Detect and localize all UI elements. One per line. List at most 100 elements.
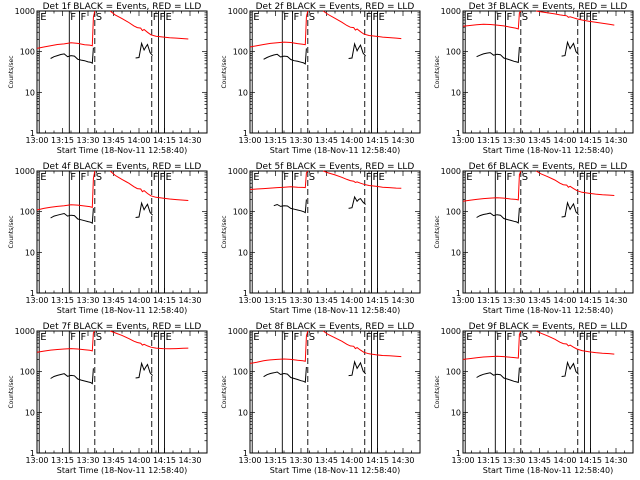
lld-series-line bbox=[322, 170, 402, 189]
lld-series-line bbox=[535, 330, 615, 355]
x-tick-label: 14:00 bbox=[553, 296, 576, 305]
y-tick-label: 100 bbox=[20, 208, 35, 217]
marker-label: F bbox=[160, 332, 166, 343]
x-tick-label: 14:15 bbox=[153, 296, 176, 305]
marker-label: S bbox=[96, 12, 102, 23]
marker-label: E bbox=[466, 12, 472, 23]
marker-label: F bbox=[70, 332, 76, 343]
marker-label: S bbox=[96, 332, 102, 343]
marker-label: F bbox=[373, 332, 379, 343]
marker-label: F bbox=[153, 172, 159, 183]
x-tick-label: 13:30 bbox=[502, 296, 525, 305]
x-tick-label: 13:45 bbox=[102, 296, 125, 305]
y-tick-label: 1000 bbox=[441, 7, 461, 16]
marker-label: F bbox=[81, 12, 87, 23]
y-tick-label: 1 bbox=[456, 129, 461, 138]
marker-label: F bbox=[507, 172, 513, 183]
x-tick-label: 13:15 bbox=[477, 136, 500, 145]
y-tick-label: 1 bbox=[243, 289, 248, 298]
y-tick-label: 100 bbox=[446, 368, 461, 377]
lld-series-line bbox=[109, 10, 189, 40]
panel-title: Det 5f BLACK = Events, RED = LLD bbox=[256, 162, 415, 172]
x-axis-label: Start Time (18-Nov-11 12:58:40) bbox=[57, 146, 187, 155]
marker-label: F bbox=[294, 332, 300, 343]
y-tick-label: 1 bbox=[243, 449, 248, 458]
x-tick-label: 14:00 bbox=[553, 456, 576, 465]
lld-series-line bbox=[36, 10, 96, 49]
plot-frame bbox=[249, 170, 421, 294]
y-tick-label: 100 bbox=[20, 48, 35, 57]
x-tick-label: 14:30 bbox=[178, 136, 201, 145]
marker-label: F bbox=[579, 172, 585, 183]
marker-label: E bbox=[466, 172, 472, 183]
y-axis-label: Counts/sec bbox=[434, 215, 441, 248]
x-tick-label: 13:45 bbox=[315, 296, 338, 305]
marker-label: E bbox=[379, 12, 385, 23]
x-tick-label: 13:30 bbox=[502, 136, 525, 145]
y-tick-label: 1000 bbox=[228, 167, 248, 176]
events-series-line bbox=[476, 367, 520, 384]
lld-series-line bbox=[536, 10, 615, 26]
events-series-line bbox=[476, 207, 520, 224]
y-tick-label: 1000 bbox=[15, 167, 35, 176]
marker-label: F bbox=[70, 12, 76, 23]
marker-label: F bbox=[160, 172, 166, 183]
x-tick-label: 13:30 bbox=[289, 296, 312, 305]
x-tick-label: 13:00 bbox=[238, 296, 261, 305]
events-series-line bbox=[561, 360, 579, 377]
marker-label: S bbox=[522, 172, 528, 183]
x-tick-label: 14:15 bbox=[579, 456, 602, 465]
x-tick-label: 14:00 bbox=[127, 296, 150, 305]
panel-1: Det 1f BLACK = Events, RED = LLD 1 10 100 10… bbox=[8, 2, 208, 155]
lld-series-line bbox=[249, 170, 309, 190]
panel-title: Det 2f BLACK = Events, RED = LLD bbox=[256, 2, 415, 12]
marker-label: F bbox=[294, 172, 300, 183]
plot-frame bbox=[462, 10, 634, 134]
x-tick-label: 13:30 bbox=[289, 136, 312, 145]
marker-label: F bbox=[283, 12, 289, 23]
y-tick-label: 10 bbox=[238, 88, 248, 97]
y-tick-label: 1 bbox=[30, 449, 35, 458]
lld-series-line bbox=[249, 330, 309, 364]
x-tick-label: 14:15 bbox=[153, 136, 176, 145]
marker-label: E bbox=[592, 12, 598, 23]
marker-label: F bbox=[586, 172, 592, 183]
x-tick-label: 14:30 bbox=[391, 136, 414, 145]
x-axis-label: Start Time (18-Nov-11 12:58:40) bbox=[270, 306, 400, 315]
marker-label: E bbox=[40, 12, 46, 23]
marker-label: F bbox=[81, 172, 87, 183]
events-series-line bbox=[263, 48, 307, 65]
x-tick-label: 13:30 bbox=[502, 456, 525, 465]
panel-7: Det 7f BLACK = Events, RED = LLD 1 10 100 10… bbox=[8, 322, 208, 475]
marker-label: F bbox=[579, 332, 585, 343]
panel-8: Det 8f BLACK = Events, RED = LLD 1 10 100 10… bbox=[221, 322, 421, 475]
y-tick-label: 1000 bbox=[15, 7, 35, 16]
x-tick-label: 14:30 bbox=[391, 296, 414, 305]
x-tick-label: 13:00 bbox=[25, 296, 48, 305]
x-tick-label: 13:15 bbox=[477, 296, 500, 305]
x-tick-label: 14:30 bbox=[604, 136, 627, 145]
panel-title: Det 4f BLACK = Events, RED = LLD bbox=[43, 162, 202, 172]
x-tick-label: 13:30 bbox=[76, 456, 99, 465]
marker-label: E bbox=[379, 332, 385, 343]
events-series-line bbox=[273, 199, 307, 214]
x-tick-label: 13:30 bbox=[289, 456, 312, 465]
x-axis-label: Start Time (18-Nov-11 12:58:40) bbox=[483, 466, 613, 475]
y-tick-label: 1 bbox=[30, 289, 35, 298]
x-tick-label: 14:15 bbox=[366, 456, 389, 465]
x-tick-label: 14:15 bbox=[579, 136, 602, 145]
x-tick-label: 13:15 bbox=[51, 456, 74, 465]
x-tick-label: 13:00 bbox=[238, 136, 261, 145]
lld-series-line bbox=[109, 170, 189, 201]
y-tick-label: 100 bbox=[233, 208, 248, 217]
y-tick-label: 1000 bbox=[441, 327, 461, 336]
x-tick-label: 13:45 bbox=[528, 296, 551, 305]
y-axis-label: Counts/sec bbox=[221, 55, 228, 88]
x-tick-label: 14:15 bbox=[579, 296, 602, 305]
marker-label: F bbox=[579, 12, 585, 23]
y-axis-label: Counts/sec bbox=[8, 55, 15, 88]
marker-label: E bbox=[253, 332, 259, 343]
y-tick-label: 1 bbox=[456, 289, 461, 298]
marker-label: E bbox=[166, 172, 172, 183]
plot-frame bbox=[249, 10, 421, 134]
